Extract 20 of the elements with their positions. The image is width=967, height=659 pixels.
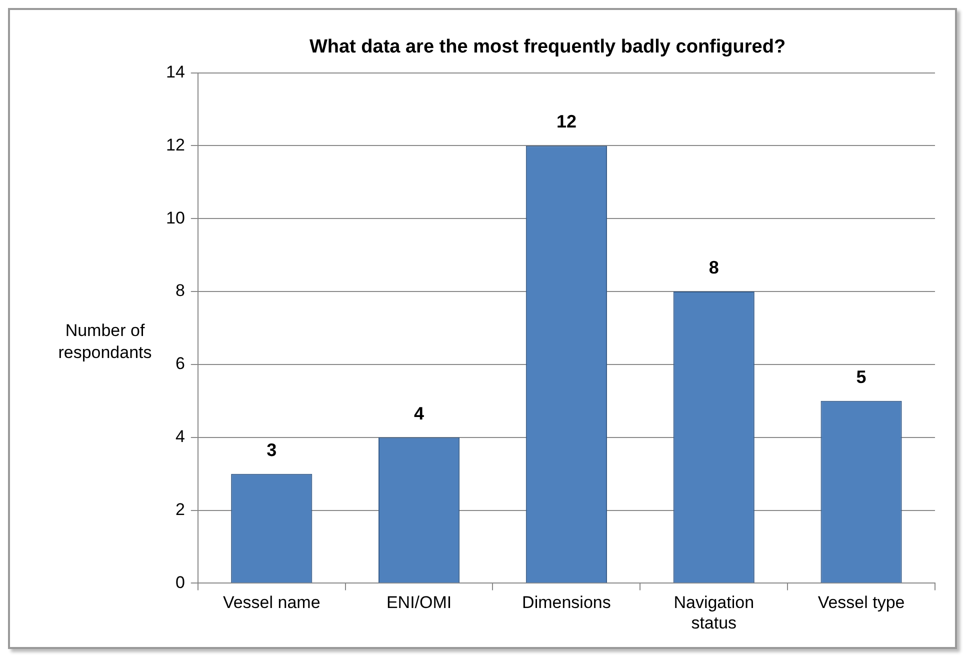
chart-title: What data are the most frequently badly configured? (309, 36, 786, 58)
data-label: 4 (414, 403, 424, 424)
y-tick-label: 8 (175, 281, 185, 300)
y-tick-label: 14 (166, 62, 185, 82)
data-label: 8 (708, 258, 719, 278)
x-tick-label: Vessel type (818, 593, 905, 612)
data-label: 3 (266, 440, 277, 460)
x-tick-label: Vessel name (222, 593, 320, 612)
y-axis-title: Number of respondants (57, 320, 153, 364)
x-tick-label: ENI/OMI (386, 593, 452, 612)
y-tick-label: 0 (175, 572, 185, 592)
data-label: 12 (556, 112, 576, 132)
data-label: 5 (856, 366, 866, 387)
y-tick-label: 12 (166, 135, 185, 154)
y-tick-label: 6 (175, 354, 185, 374)
x-tick-label: Dimensions (522, 593, 611, 612)
y-tick-label: 4 (175, 427, 185, 446)
x-tick-label: Navigation status (674, 593, 754, 632)
y-tick-label: 10 (166, 208, 185, 228)
y-tick-label: 2 (175, 500, 185, 519)
